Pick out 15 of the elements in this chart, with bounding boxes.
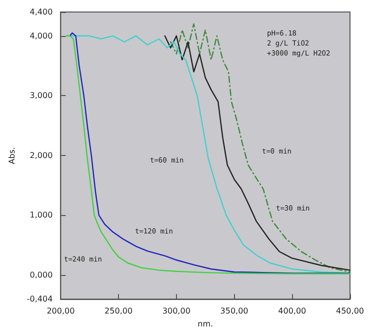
x-tick-label: 250,00 <box>104 306 133 316</box>
x-tick-label: 450,00 <box>336 306 364 316</box>
x-tick-label: 400,00 <box>278 306 306 316</box>
y-tick-label: 3,000 <box>30 91 53 100</box>
y-tick-label: 4,400 <box>30 8 53 16</box>
y-tick-label: 1,000 <box>30 210 53 220</box>
x-axis-title: nm. <box>198 320 214 328</box>
y-tick-label: 4,000 <box>30 31 53 40</box>
x-tick-label: 200,00 <box>46 306 75 316</box>
x-tick-label: 350,00 <box>220 306 248 316</box>
y-tick-label: 0,000 <box>30 270 53 280</box>
x-tick-label: 300,00 <box>162 306 190 316</box>
y-axis-title: Abs. <box>8 146 16 164</box>
y-tick-label: 2,000 <box>30 150 53 160</box>
y-tick-label: -0,404 <box>26 294 53 304</box>
